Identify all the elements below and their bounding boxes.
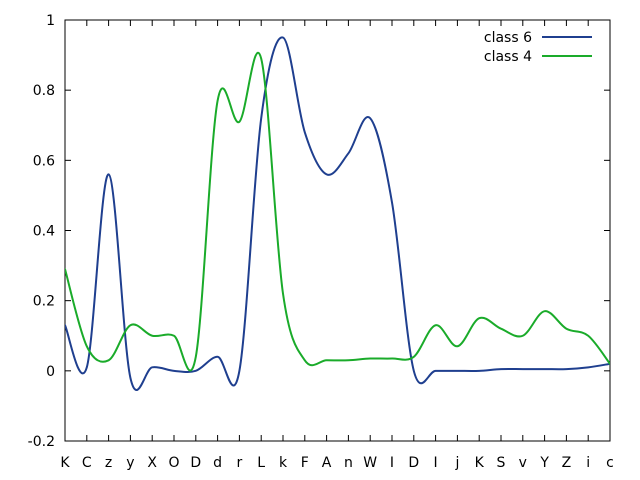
x-tick-label: v xyxy=(519,455,527,471)
x-tick-label: D xyxy=(190,455,201,471)
x-tick-label: A xyxy=(322,455,332,471)
x-tick-label: j xyxy=(454,455,459,471)
x-tick-label: I xyxy=(390,455,394,471)
legend: class 6 class 4 xyxy=(484,30,592,65)
x-tick-label: I xyxy=(434,455,438,471)
series-line-class-6 xyxy=(65,36,610,391)
y-tick-label: 0 xyxy=(46,364,55,380)
x-tick-label: C xyxy=(82,455,92,471)
x-tick-label: L xyxy=(257,455,265,471)
legend-label: class 6 xyxy=(484,30,532,46)
x-tick-label: k xyxy=(279,455,288,471)
y-tick-label: -0.2 xyxy=(28,434,55,450)
x-tick-label: i xyxy=(586,455,590,471)
x-tick-label: K xyxy=(475,455,485,471)
y-tick-label: 0.6 xyxy=(33,153,55,169)
x-tick-label: S xyxy=(497,455,506,471)
y-tick-label: 0.8 xyxy=(33,83,55,99)
x-tick-label: W xyxy=(363,455,377,471)
y-tick-label: 1 xyxy=(46,13,55,29)
x-tick-label: F xyxy=(301,455,309,471)
series-layer xyxy=(65,36,610,391)
series-line-class-4 xyxy=(65,51,610,372)
x-tick-label: Y xyxy=(539,455,549,471)
x-tick-label: O xyxy=(168,455,179,471)
x-tick-label: K xyxy=(60,455,70,471)
x-tick-label: X xyxy=(147,455,157,471)
x-tick-label: r xyxy=(237,455,243,471)
plot-frame xyxy=(64,19,611,442)
x-tick-label: y xyxy=(126,455,134,471)
y-tick-label: 0.4 xyxy=(33,224,55,240)
x-tick-label: d xyxy=(213,455,222,471)
x-tick-label: Z xyxy=(562,455,572,471)
x-tick-label: c xyxy=(606,455,614,471)
legend-label: class 4 xyxy=(484,49,532,65)
x-tick-label: n xyxy=(344,455,353,471)
x-tick-label: z xyxy=(105,455,112,471)
x-tick-label: D xyxy=(408,455,419,471)
y-tick-label: 0.2 xyxy=(33,294,55,310)
